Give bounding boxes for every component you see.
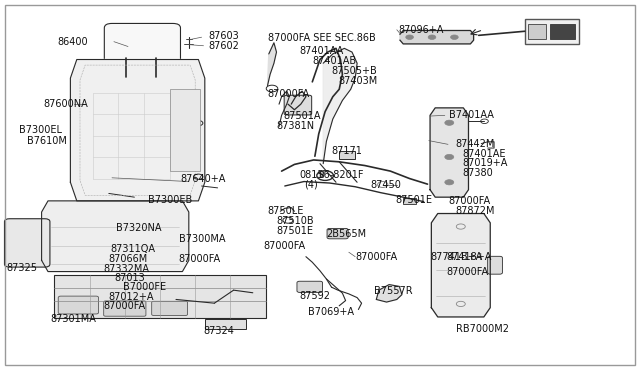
Polygon shape	[430, 108, 468, 197]
Text: 08156-8201F: 08156-8201F	[300, 170, 364, 180]
Text: 2B565M: 2B565M	[326, 230, 367, 239]
Text: 87000FA: 87000FA	[447, 267, 489, 277]
FancyBboxPatch shape	[327, 228, 348, 239]
Text: 87380: 87380	[462, 168, 493, 177]
Bar	[54, 275, 266, 318]
Text: 87401AB: 87401AB	[312, 56, 356, 66]
Polygon shape	[42, 201, 189, 272]
Text: 87000FA: 87000FA	[448, 196, 490, 206]
Text: 87450: 87450	[370, 180, 401, 190]
Text: B7300MA: B7300MA	[179, 234, 226, 244]
Text: 87171: 87171	[332, 146, 362, 156]
Bar	[339, 151, 355, 159]
Circle shape	[406, 35, 413, 39]
Text: B7320NA: B7320NA	[116, 223, 162, 232]
Text: 87741B+A: 87741B+A	[430, 253, 483, 262]
Text: B7000FE: B7000FE	[123, 282, 166, 292]
Text: B7300EL: B7300EL	[19, 125, 62, 135]
Text: B7401AA: B7401AA	[449, 110, 494, 120]
Text: 87501E: 87501E	[396, 195, 433, 205]
Text: 87000FA: 87000FA	[268, 89, 310, 99]
Polygon shape	[431, 214, 490, 317]
Text: 87403M: 87403M	[338, 76, 377, 86]
Text: 87872M: 87872M	[456, 206, 495, 215]
Bar	[528, 24, 546, 39]
Circle shape	[445, 180, 454, 185]
Text: 87096+A: 87096+A	[398, 25, 444, 35]
Text: RB7000M2: RB7000M2	[456, 324, 509, 334]
Bar	[403, 198, 416, 204]
Text: 87000FA: 87000FA	[355, 252, 397, 262]
Text: 87401AA: 87401AA	[300, 46, 344, 56]
Text: 87000FA: 87000FA	[264, 241, 306, 250]
Text: 87311QA: 87311QA	[110, 244, 155, 254]
Circle shape	[445, 154, 454, 160]
Text: B7557R: B7557R	[374, 286, 413, 296]
Bar	[550, 24, 575, 39]
Text: 87301MA: 87301MA	[50, 314, 96, 324]
Text: 87325: 87325	[6, 263, 37, 273]
FancyBboxPatch shape	[297, 281, 323, 292]
Text: (4): (4)	[304, 179, 317, 189]
FancyBboxPatch shape	[284, 95, 312, 115]
Text: 87000FA: 87000FA	[104, 301, 146, 311]
FancyBboxPatch shape	[488, 256, 502, 274]
Polygon shape	[268, 43, 276, 86]
Text: 87442M: 87442M	[456, 140, 495, 149]
Polygon shape	[376, 285, 402, 302]
Text: 87600NA: 87600NA	[44, 99, 88, 109]
Text: 87066M: 87066M	[109, 254, 148, 263]
Text: B7610M: B7610M	[27, 137, 67, 146]
Text: B: B	[319, 171, 324, 180]
Bar	[205, 319, 246, 329]
Text: 87603: 87603	[208, 32, 239, 41]
FancyBboxPatch shape	[104, 301, 146, 316]
FancyBboxPatch shape	[152, 301, 188, 315]
Text: 87602: 87602	[208, 41, 239, 51]
Text: 87012+A: 87012+A	[109, 292, 154, 302]
Text: 87418+A: 87418+A	[447, 253, 492, 262]
Polygon shape	[323, 48, 357, 164]
Text: 87332MA: 87332MA	[104, 264, 150, 273]
Text: B7069+A: B7069+A	[308, 307, 355, 317]
Text: 87019+A: 87019+A	[462, 158, 508, 168]
Circle shape	[451, 35, 458, 39]
Text: 87592: 87592	[300, 291, 330, 301]
Text: 8750LE: 8750LE	[268, 206, 304, 216]
Text: 87381N: 87381N	[276, 122, 315, 131]
FancyBboxPatch shape	[58, 296, 99, 314]
Bar	[525, 19, 579, 44]
Text: 87013: 87013	[114, 273, 145, 283]
Text: 87000FA SEE SEC.86B: 87000FA SEE SEC.86B	[268, 33, 375, 43]
Polygon shape	[70, 60, 205, 201]
Text: 87640+A: 87640+A	[180, 174, 226, 183]
Text: 87501A: 87501A	[283, 111, 321, 121]
Circle shape	[428, 35, 436, 39]
Text: 87505+B: 87505+B	[332, 66, 377, 76]
Text: 87501E: 87501E	[276, 226, 314, 235]
Text: B7300EB: B7300EB	[148, 195, 193, 205]
Text: 86400: 86400	[58, 37, 88, 46]
Text: 87401AE: 87401AE	[462, 149, 506, 159]
Text: 87000FA: 87000FA	[178, 254, 220, 263]
Text: 87510B: 87510B	[276, 216, 314, 226]
FancyBboxPatch shape	[4, 219, 50, 267]
Bar	[170, 89, 200, 171]
FancyBboxPatch shape	[104, 23, 180, 64]
Circle shape	[445, 120, 454, 125]
Polygon shape	[400, 31, 474, 44]
Text: 87324: 87324	[204, 326, 234, 336]
